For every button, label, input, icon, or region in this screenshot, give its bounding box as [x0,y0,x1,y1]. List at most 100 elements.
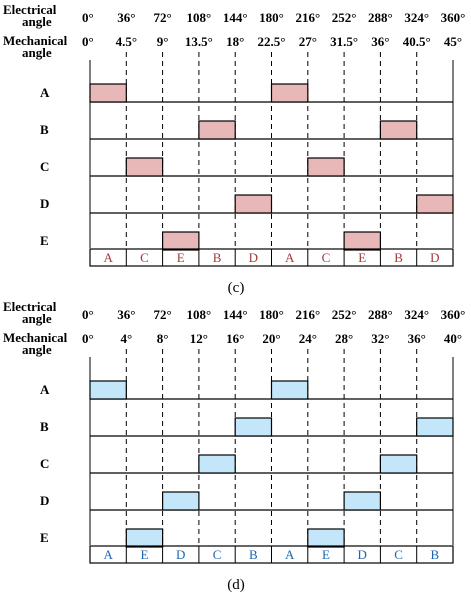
electrical-angle-tick: 324° [404,307,429,322]
mechanical-angle-tick: 40.5° [403,34,431,49]
sequence-cell: E [140,547,148,562]
electrical-angle-tick: 72° [153,307,171,322]
electrical-angle-tick: 288° [368,307,393,322]
electrical-angle-tick: 0° [82,10,94,25]
electrical-angle-tick: 108° [187,307,212,322]
phase-pulse [270,380,309,400]
phase-label: E [40,530,49,545]
electrical-angle-tick: 72° [153,10,171,25]
mechanical-angle-tick: 24° [299,331,317,346]
mechanical-angle-tick: 13.5° [185,34,213,49]
mechanical-angle-tick: 4.5° [116,34,137,49]
phase-label: B [40,122,49,137]
mechanical-angle-tick: 31.5° [330,34,358,49]
phase-row-a: A [40,380,453,400]
phase-pulse [198,454,236,474]
phase-row-b: B [40,417,454,437]
sequence-cell: B [213,250,222,265]
electrical-angle-tick: 108° [187,10,212,25]
sequence-cell: A [103,547,113,562]
electrical-angle-tick: 180° [259,307,284,322]
mechanical-angle-label-line1: Mechanical [3,33,68,48]
phase-pulse [89,380,127,400]
mechanical-angle-tick: 22.5° [258,34,286,49]
phase-pulse [379,454,418,474]
phase-pulse [379,120,418,140]
sequence-cell: E [322,547,330,562]
mechanical-angle-label-line2: angle [22,45,52,60]
panel-caption: (d) [227,577,245,593]
sequence-cell: C [213,547,222,562]
phase-label: C [40,456,49,471]
sequence-cell: B [431,547,440,562]
mechanical-angle-tick: 45° [444,34,462,49]
electrical-angle-label-line2: angle [22,311,52,326]
electrical-angle-tick: 288° [368,10,393,25]
mechanical-angle-tick: 0° [82,331,94,346]
panel-caption: (c) [228,280,245,296]
mechanical-angle-tick: 27° [299,34,317,49]
phase-row-e: E [40,528,345,548]
sequence-cell: B [394,250,403,265]
phase-pulse [343,491,382,511]
phase-pulse [125,157,164,177]
sequence-cell: C [322,250,331,265]
sequence-cell: D [249,250,258,265]
mechanical-angle-tick: 9° [157,34,169,49]
sequence-cell: D [358,547,367,562]
sequence-cell: A [285,547,295,562]
phase-pulse [270,83,309,103]
electrical-angle-tick: 324° [404,10,429,25]
electrical-angle-label-line2: angle [22,14,52,29]
phase-pulse [89,83,127,103]
phase-label: B [40,419,49,434]
phase-pulse [125,528,164,548]
phase-pulse [234,194,273,214]
phase-row-c: C [40,454,453,474]
mechanical-angle-tick: 32° [371,331,389,346]
mechanical-angle-label-line1: Mechanical [3,330,68,345]
mechanical-angle-tick: 40° [444,331,462,346]
sequence-cell: C [394,547,403,562]
mechanical-angle-tick: 18° [226,34,244,49]
sequence-cell: B [249,547,258,562]
sequence-cell: E [177,250,185,265]
mechanical-angle-tick: 36° [408,331,426,346]
phase-pulse [416,417,454,437]
phase-label: C [40,159,49,174]
phase-label: A [40,382,50,397]
phase-pulse [416,194,454,214]
phase-pulse [343,231,382,251]
phase-row-d: D [40,491,453,511]
sequence-cell: A [285,250,295,265]
electrical-angle-tick: 252° [332,307,357,322]
electrical-angle-label-line1: Electrical [3,299,57,314]
electrical-angle-tick: 216° [295,307,320,322]
electrical-angle-tick: 36° [117,10,135,25]
phase-row-c: C [40,157,453,177]
mechanical-angle-tick: 12° [190,331,208,346]
electrical-angle-tick: 252° [332,10,357,25]
mechanical-angle-tick: 28° [335,331,353,346]
phase-row-d: D [40,194,454,214]
phase-label: E [40,233,49,248]
phase-label: D [40,196,49,211]
sequence-cell: A [103,250,113,265]
mechanical-angle-tick: 8° [157,331,169,346]
electrical-angle-tick: 216° [295,10,320,25]
electrical-angle-tick: 144° [223,10,248,25]
phase-pulse [307,528,345,548]
phase-row-b: B [40,120,453,140]
phase-label: A [40,85,50,100]
sequence-cell: D [176,547,185,562]
electrical-angle-tick: 180° [259,10,284,25]
mechanical-angle-tick: 20° [262,331,280,346]
phase-pulse [162,491,200,511]
phase-label: D [40,493,49,508]
phase-pulse [162,231,200,251]
mechanical-angle-tick: 36° [371,34,389,49]
sequence-cell: E [358,250,366,265]
